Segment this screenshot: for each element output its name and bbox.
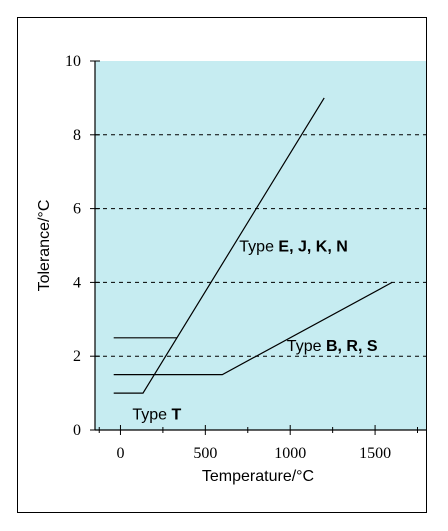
annotation-types: B, R, S bbox=[326, 338, 378, 355]
annotation-prefix: Type bbox=[239, 239, 278, 256]
annotation: Type E, J, K, N bbox=[239, 239, 347, 256]
y-tick-label: 6 bbox=[73, 201, 81, 218]
series-lines bbox=[113, 97, 393, 394]
annotation-types: E, J, K, N bbox=[278, 239, 347, 256]
annotation: Type B, R, S bbox=[287, 338, 378, 355]
series-line bbox=[113, 281, 393, 376]
y-tick-label: 2 bbox=[73, 348, 81, 365]
annotation-prefix: Type bbox=[132, 406, 171, 423]
annotation-prefix: Type bbox=[287, 338, 326, 355]
y-tick-label: 4 bbox=[73, 274, 81, 291]
axis-ticks: 0 2 4 6 8 10 0 500 1000 1500 bbox=[65, 53, 419, 462]
y-tick-label: 10 bbox=[65, 53, 81, 70]
x-tick-label: 1500 bbox=[359, 445, 391, 462]
axes bbox=[94, 61, 426, 431]
x-tick-label: 500 bbox=[193, 445, 217, 462]
y-tick-label: 8 bbox=[73, 127, 81, 144]
x-axis-title: Temperature/°C bbox=[202, 468, 314, 485]
series-line bbox=[113, 97, 325, 394]
x-tick-label: 0 bbox=[116, 445, 124, 462]
y-tick-label: 0 bbox=[73, 422, 81, 439]
grid-lines bbox=[95, 134, 426, 357]
annotation: Type T bbox=[132, 406, 181, 423]
y-axis-title: Tolerance/°C bbox=[36, 200, 53, 292]
annotation-types: T bbox=[171, 406, 181, 423]
plot-area bbox=[95, 61, 426, 430]
x-tick-label: 1000 bbox=[274, 445, 306, 462]
